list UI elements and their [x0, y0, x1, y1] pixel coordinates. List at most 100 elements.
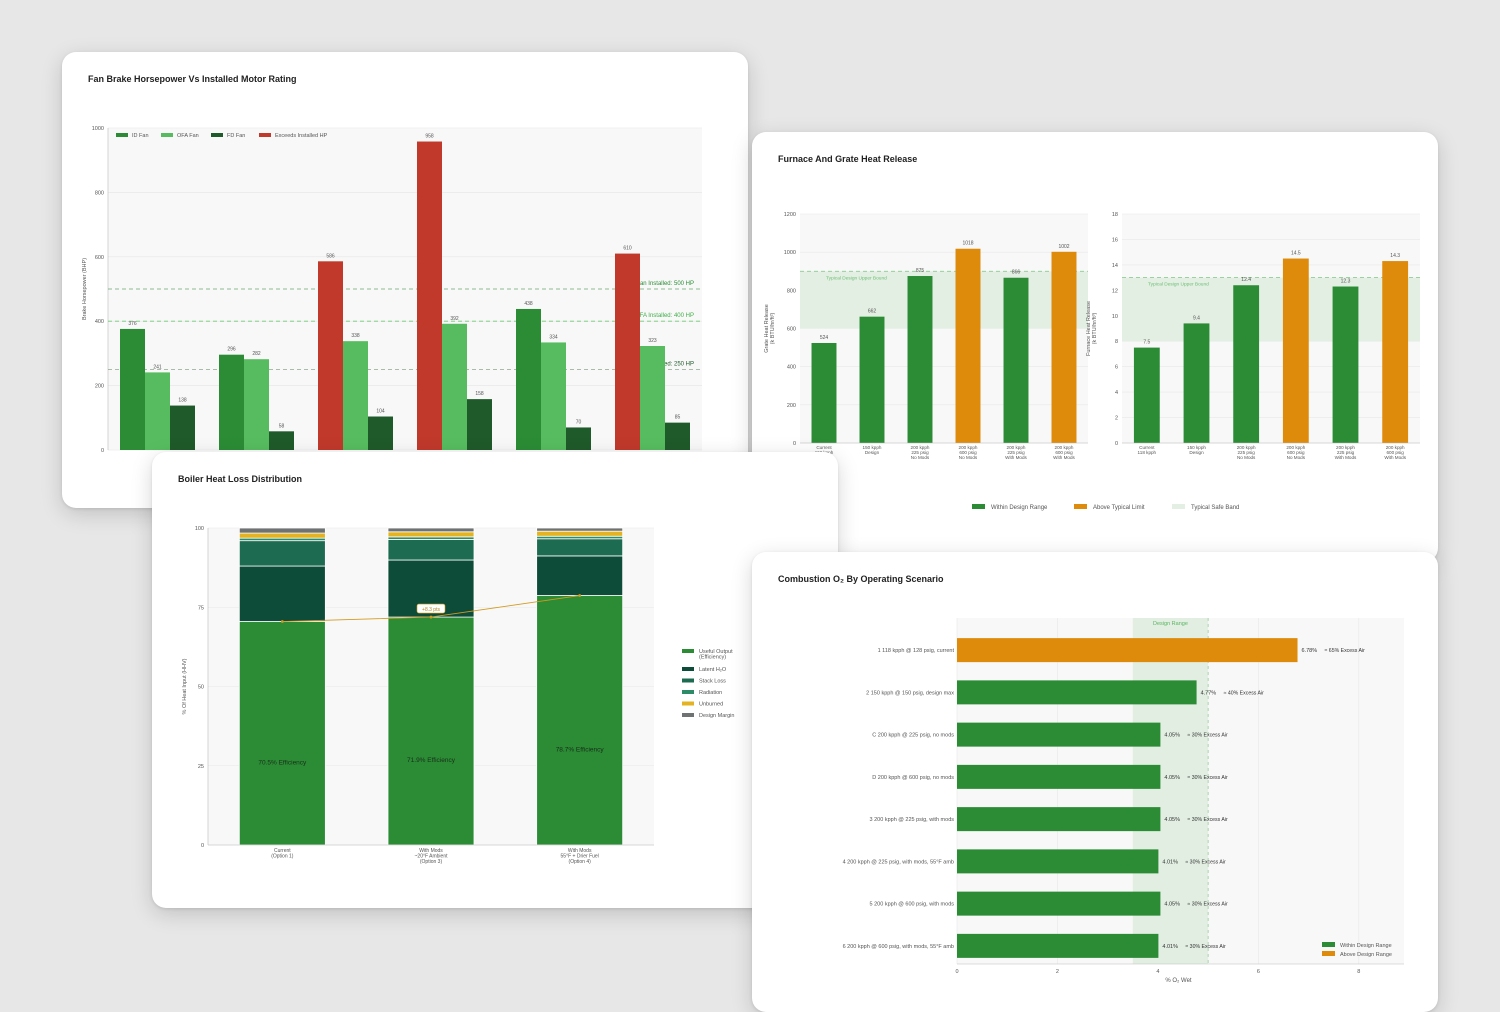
- bar: [1003, 277, 1029, 443]
- x-tick-label: 225 psig: [911, 450, 929, 455]
- y-tick-label: 0: [201, 843, 204, 849]
- bar: [907, 276, 933, 443]
- bar: [145, 372, 170, 450]
- x-tick-label: 200 kpph: [1336, 445, 1355, 450]
- safe-band: [1122, 277, 1420, 342]
- y-tick-label: 12: [1112, 288, 1118, 294]
- stacked-segment: [536, 530, 624, 537]
- bar: [859, 316, 885, 443]
- legend-label: Within Design Range: [1340, 943, 1392, 949]
- x-tick-label: Design: [1189, 450, 1204, 455]
- bar-value-label: 1002: [1058, 244, 1069, 250]
- x-axis-label: % O₂ Wet: [1165, 978, 1192, 984]
- x-tick-label: With Mods: [1053, 455, 1075, 460]
- x-tick-label: 2: [1056, 969, 1059, 975]
- y-tick-label: 800: [95, 190, 104, 196]
- x-tick-label: 200 kpph: [959, 445, 978, 450]
- loss-chart-title: Boiler Heat Loss Distribution: [178, 474, 303, 484]
- upper-bound-label: Typical Design Upper Bound: [1148, 282, 1209, 288]
- bar-value-label: 282: [252, 351, 261, 357]
- x-tick-label: With Mods: [1335, 455, 1357, 460]
- legend-swatch: [1172, 504, 1185, 509]
- fan-horsepower-chart: 0 200 400 600 800 1000 Brake Horsepower (BHP) I…: [82, 126, 702, 454]
- trend-label: +8.3 pts: [422, 607, 440, 613]
- stacked-segment: [536, 538, 624, 557]
- x-tick-label: 6: [1257, 969, 1260, 975]
- x-tick-label: 55°F + Drier Fuel: [561, 854, 599, 860]
- bar: [640, 345, 665, 450]
- y-tick-label: D 200 kpph @ 600 psig, no mods: [872, 775, 954, 781]
- bar-value-label: 4.01%: [1162, 944, 1178, 950]
- legend-label: Unburned: [699, 702, 723, 708]
- bar-value-label: 6.78%: [1302, 648, 1318, 654]
- x-tick-label: 200 kpph: [1286, 445, 1305, 450]
- y-tick-label: 400: [787, 365, 796, 371]
- x-tick-label: 150 kpph: [863, 445, 882, 450]
- y-tick-label: 1200: [784, 212, 796, 218]
- bar: [442, 323, 467, 450]
- bar: [541, 342, 566, 450]
- bar: [811, 343, 837, 443]
- bar: [566, 427, 591, 450]
- stacked-segment: [387, 539, 475, 561]
- y-tick-label: 25: [198, 764, 204, 770]
- x-tick-label: Design: [865, 450, 880, 455]
- y-tick-label: 0: [793, 441, 796, 447]
- legend-label: Above Design Range: [1340, 952, 1392, 958]
- reference-line-label: ID Fan Installed: 500 HP: [629, 281, 694, 287]
- trend-point: [280, 620, 284, 623]
- furnace-heat-release-chart: 0 200 400 600 800 1000 1200 Typical Design Uppe…: [764, 212, 1420, 511]
- legend-swatch: [682, 678, 694, 683]
- bar-value-label: 323: [648, 338, 657, 344]
- bar-value-label: 14.5: [1291, 251, 1301, 257]
- bar: [244, 359, 269, 450]
- legend-label: Useful Output: [699, 649, 733, 655]
- bar-value-label: 1018: [962, 241, 973, 247]
- bar-value-label: 4.77%: [1201, 690, 1217, 696]
- y-tick-label: 2: [1115, 416, 1118, 422]
- x-tick-label: 118 kpph: [1138, 450, 1157, 455]
- x-tick-label: 225 psig: [1007, 450, 1025, 455]
- bar-value-label: 4.01%: [1162, 859, 1178, 865]
- x-tick-label: ~20°F Ambient: [415, 854, 449, 860]
- x-tick-label: Current: [816, 445, 832, 450]
- boiler-heat-loss-chart: 0 25 50 75 100 % Of Heat Input (HHV) 70.5% Eff…: [182, 526, 734, 865]
- y-tick-label: 6 200 kpph @ 600 psig, with mods, 55°F a…: [843, 944, 954, 950]
- bar-value-label: 4.05%: [1164, 775, 1180, 781]
- x-tick-label: With Mods: [568, 848, 592, 854]
- legend-label: Within Design Range: [991, 505, 1048, 511]
- fan-chart-title: Fan Brake Horsepower Vs Installed Motor …: [88, 74, 297, 84]
- legend-swatch: [259, 133, 271, 137]
- x-tick-label: 600 psig: [1386, 450, 1404, 455]
- bar: [343, 341, 368, 450]
- reference-line-label: FD Installed: 250 HP: [639, 362, 694, 368]
- design-range-label: Design Range: [1153, 621, 1188, 627]
- legend-label: ID Fan: [132, 133, 149, 139]
- excess-air-label: ≈ 65% Excess Air: [1325, 648, 1366, 654]
- excess-air-label: ≈ 40% Excess Air: [1224, 690, 1265, 696]
- efficiency-label: 70.5% Efficiency: [258, 759, 307, 766]
- combustion-o2-card: Combustion O₂ By Operating Scenario 0 2 4 6…: [752, 552, 1438, 1012]
- bar: [957, 764, 1161, 789]
- legend-label: Above Typical Limit: [1093, 505, 1145, 511]
- legend-swatch: [682, 701, 694, 706]
- legend-swatch: [682, 667, 694, 671]
- bar: [957, 849, 1159, 874]
- bar-value-label: 4.05%: [1164, 817, 1180, 823]
- bar-value-label: 334: [549, 334, 558, 340]
- legend-swatch: [161, 133, 173, 137]
- y-axis-label: Brake Horsepower (BHP): [82, 258, 88, 320]
- bar: [269, 431, 294, 450]
- x-tick-label: 200 kpph: [1055, 445, 1074, 450]
- stacked-segment: [536, 555, 624, 596]
- stacked-segment: [387, 616, 475, 846]
- y-tick-label: 200: [95, 384, 104, 390]
- bar-value-label: 12.3: [1341, 279, 1351, 285]
- y-tick-label: 2 150 kpph @ 150 psig, design max: [866, 690, 954, 696]
- x-tick-label: 600 psig: [1055, 450, 1073, 455]
- y-tick-label: 600: [787, 327, 796, 333]
- bar-value-label: 4.05%: [1164, 902, 1180, 908]
- stacked-segment: [387, 527, 475, 533]
- bar-value-label: 58: [279, 423, 285, 429]
- y-tick-label: 4 200 kpph @ 225 psig, with mods, 55°F a…: [843, 859, 954, 865]
